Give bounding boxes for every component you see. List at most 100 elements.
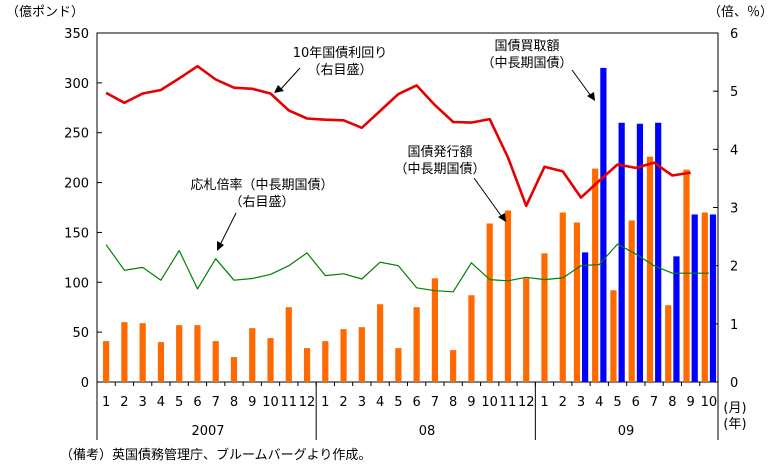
issuance-bar [303,348,311,382]
month-tick-label: 10 [262,395,279,410]
issuance-bar [523,278,530,382]
purchase-bar [655,122,662,382]
purchase-bar [673,256,680,382]
month-tick-label: 8 [230,395,238,410]
line-series [105,64,709,293]
issuance-bar [610,290,617,382]
annotation-purchase-line1: 国債買取額 [494,39,559,54]
annotation-cover-arrowhead [217,241,224,251]
month-tick-label: 11 [500,395,517,410]
year-label-09: 09 [618,424,635,439]
issuance-bar [486,223,493,382]
month-tick-label: 7 [650,395,658,410]
purchase-bar [636,123,644,383]
month-tick-label: 1 [102,395,110,410]
cover-ratio-line [105,243,709,293]
issuance-bar [450,350,457,382]
month-tick-label: 2 [120,395,128,410]
month-tick-label: 9 [248,395,256,410]
issuance-bar [157,342,165,382]
month-tick-label: 8 [449,395,457,410]
month-tick-label: 10 [701,395,718,410]
left-tick-label: 250 [64,127,89,142]
annotation-yield-line2: （右目盛） [307,63,372,78]
annotation-yield-arrow [279,67,301,91]
annotation-cover-line2: （右目盛） [229,195,294,210]
issuance-bar [212,341,219,382]
year-unit: (年) [723,417,746,432]
issuance-bar [559,212,566,382]
source-note: （備考）英国債務管理庁、ブルームバーグより作成。 [60,448,372,463]
right-tick-label: 6 [730,27,738,42]
issuance-bar [194,325,201,382]
issuance-bar [592,168,599,382]
annotation-yield-line1: 10年国債利回り [293,46,388,61]
issuance-bar [358,327,365,382]
month-tick-label: 1 [540,395,548,410]
month-tick-label: 10 [481,395,498,410]
left-tick-label: 150 [64,226,89,241]
issuance-bar [285,307,292,382]
issuance-bar [701,212,708,382]
issuance-bar [646,156,654,382]
issuance-bar [376,304,384,382]
month-tick-label: 7 [431,395,439,410]
annotation-issuance-line2: （中長期国債） [394,162,485,177]
issuance-bar [504,210,512,382]
month-tick-label: 6 [632,395,640,410]
month-tick-label: 9 [686,395,694,410]
left-tick-label: 300 [64,77,89,92]
plot-frame [96,32,719,383]
issuance-bar [431,278,439,382]
issuance-bar [573,222,581,382]
issuance-bar [413,307,420,382]
month-tick-label: 12 [299,395,316,410]
year-label-08: 08 [419,424,436,439]
month-tick-label: 3 [358,395,366,410]
month-tick-label: 5 [613,395,621,410]
month-tick-label: 2 [559,395,567,410]
right-tick-label: 5 [730,85,738,100]
annotation-cover-arrow [219,212,237,246]
issuance-bar [340,329,347,382]
issuance-bar [139,323,146,382]
annotation-issuance-arrow [473,177,503,218]
month-tick-label: 4 [595,395,603,410]
purchase-bars [582,67,717,383]
annotation-purchase-line2: （中長期国債） [481,56,572,71]
left-tick-label: 50 [72,326,89,341]
annotation-issuance-arrowhead [498,213,506,222]
right-tick-label: 0 [730,376,738,391]
left-tick-label: 200 [64,177,89,192]
issuance-bar [395,348,402,382]
left-tick-label: 350 [64,27,89,42]
month-tick-label: 3 [577,395,585,410]
right-tick-label: 2 [730,260,738,275]
plot-border [96,32,719,383]
annotation-issuance-line1: 国債発行額 [407,145,472,160]
month-tick-label: 5 [394,395,402,410]
right-axis-unit: （倍、％） [708,5,773,20]
left-tick-label: 100 [64,276,89,291]
issuance-bar [541,253,548,382]
issuance-bar [322,341,329,382]
year-label-2007: 2007 [191,424,224,439]
annotation-purchase-arrowhead [587,92,595,101]
month-tick-label: 6 [412,395,420,410]
purchase-bar [709,214,717,382]
month-tick-label: 1 [321,395,329,410]
purchase-bar [582,252,589,382]
issuance-bar [267,338,274,382]
month-tick-label: 7 [212,395,220,410]
issuance-bar [103,341,110,382]
month-tick-label: 4 [157,395,165,410]
issuance-bar [176,325,183,382]
annotation-cover-line1: 応札倍率（中長期国債） [190,177,333,193]
purchase-bar [618,122,625,382]
month-tick-label: 4 [376,395,384,410]
left-tick-label: 0 [81,376,89,391]
issuance-bar [468,295,475,382]
issuance-bar [665,305,672,382]
